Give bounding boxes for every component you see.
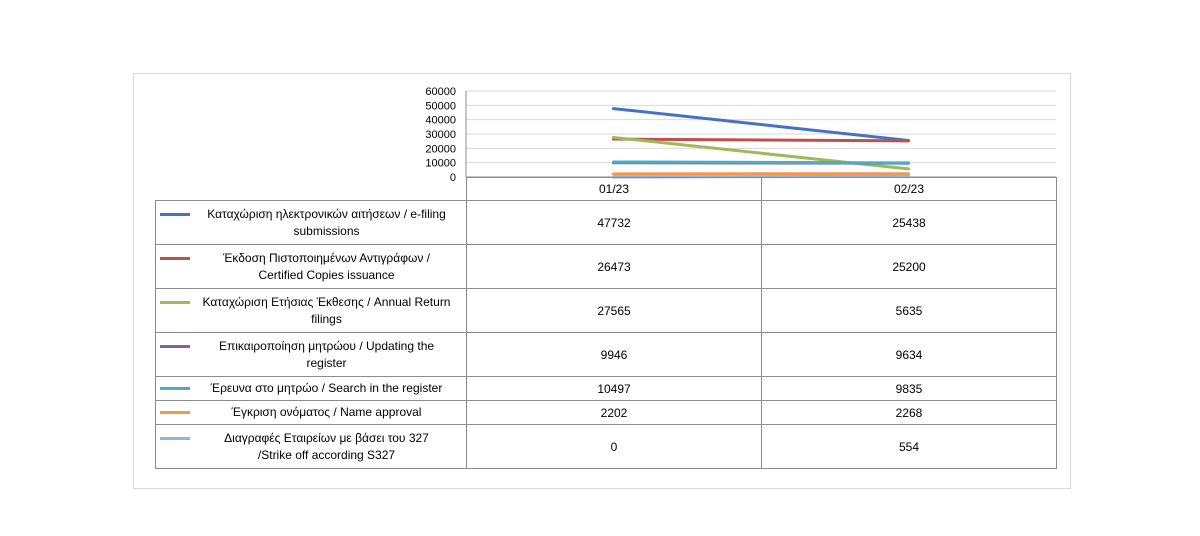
data-value-cell: 0 [466,424,762,469]
y-tick-label: 20000 [425,143,456,155]
series-line [612,137,910,143]
table-row: Έρευνα στο μητρώο / Search in the regist… [155,376,1057,401]
legend-entry: Έκδοση Πιστοποιημένων Αντιγράφων / Certif… [155,244,467,289]
legend-key-line [160,212,190,216]
table-row: Έκδοση Πιστοποιημένων Αντιγράφων / Certif… [155,244,1057,289]
y-tick-label: 60000 [425,86,456,98]
series-name: Καταχώριση Ετήσιας Έκθεσης / Annual Retu… [191,294,462,328]
data-value-cell: 47732 [466,200,762,245]
data-value-cell: 2202 [466,400,762,425]
y-tick-label: 0 [450,172,456,184]
series-name: Επικαιροποίηση μητρώου / Updating the reg… [191,338,462,372]
series-line [612,174,910,179]
legend-key-line [160,300,190,304]
y-tick-label: 30000 [425,129,456,141]
series-name-line: register [306,355,347,370]
series-name-line: filings [311,311,342,326]
category-header: 01/23 [466,177,762,201]
legend-entry: Έρευνα στο μητρώο / Search in the regist… [155,376,467,401]
data-value-cell: 9835 [761,376,1057,401]
series-name-line: Επικαιροποίηση μητρώου / Updating the [218,338,435,353]
legend-key-line [160,387,190,390]
table-row: Διαγραφές Εταιρείων με βάσει του 327/Str… [155,424,1057,469]
data-value-cell: 25438 [761,200,1057,245]
series-name-line: submissions [293,223,360,238]
data-value-cell: 26473 [466,244,762,289]
data-value-cell: 9634 [761,332,1057,377]
data-value-cell: 27565 [466,288,762,333]
legend-key-line [160,436,190,440]
series-name-line: /Strike off according S327 [257,447,396,462]
legend-key-line [160,411,190,414]
series-name-line: Έγκριση ονόματος / Name approval [231,405,422,419]
series-name-line: Certified Copies issuance [258,267,395,282]
y-tick-label: 40000 [425,115,456,127]
table-corner [156,178,467,201]
series-name: Έρευνα στο μητρώο / Search in the regist… [191,380,462,397]
data-table: 01/23 02/23 Καταχώριση ηλεκτρονικών αιτή… [155,177,1057,469]
series-name: Διαγραφές Εταιρείων με βάσει του 327/Str… [191,430,462,464]
table-row: Έγκριση ονόματος / Name approval 2202 2268 [155,400,1057,425]
legend-entry: Καταχώριση ηλεκτρονικών αιτήσεων / e-fil… [155,200,467,245]
y-tick-label: 10000 [425,158,456,170]
legend-entry: Διαγραφές Εταιρείων με βάσει του 327/Str… [155,424,467,469]
series-name: Καταχώριση ηλεκτρονικών αιτήσεων / e-fil… [191,206,462,240]
legend-key-line [160,256,190,260]
series-line [612,160,910,165]
data-value-cell: 9946 [466,332,762,377]
legend-entry: Καταχώριση Ετήσιας Έκθεσης / Annual Retu… [155,288,467,333]
data-value-cell: 10497 [466,376,762,401]
data-value-cell: 2268 [761,400,1057,425]
data-value-cell: 25200 [761,244,1057,289]
data-value-cell: 5635 [761,288,1057,333]
y-tick-label: 50000 [425,100,456,112]
series-name-line: Καταχώριση Ετήσιας Έκθεσης / Annual Retu… [202,294,451,309]
series-line [612,107,910,143]
table-row: Επικαιροποίηση μητρώου / Updating the reg… [155,332,1057,377]
series-name-line: Καταχώριση ηλεκτρονικών αιτήσεων / e-fil… [207,206,446,221]
series-name-line: Έρευνα στο μητρώο / Search in the regist… [210,381,443,395]
data-value-cell: 554 [761,424,1057,469]
series-name: Έγκριση ονόματος / Name approval [191,404,462,421]
legend-entry: Επικαιροποίηση μητρώου / Updating the reg… [155,332,467,377]
series-name: Έκδοση Πιστοποιημένων Αντιγράφων / Certif… [191,250,462,284]
table-row: Καταχώριση Ετήσιας Έκθεσης / Annual Retu… [155,288,1057,333]
series-name-line: Διαγραφές Εταιρείων με βάσει του 327 [224,430,429,445]
series-name-line: Έκδοση Πιστοποιημένων Αντιγράφων / [222,250,431,265]
category-header: 02/23 [761,177,1057,201]
table-row: Καταχώριση ηλεκτρονικών αιτήσεων / e-fil… [155,200,1057,245]
legend-entry: Έγκριση ονόματος / Name approval [155,400,467,425]
legend-key-line [160,344,190,348]
table-header-row: 01/23 02/23 [156,177,1057,201]
